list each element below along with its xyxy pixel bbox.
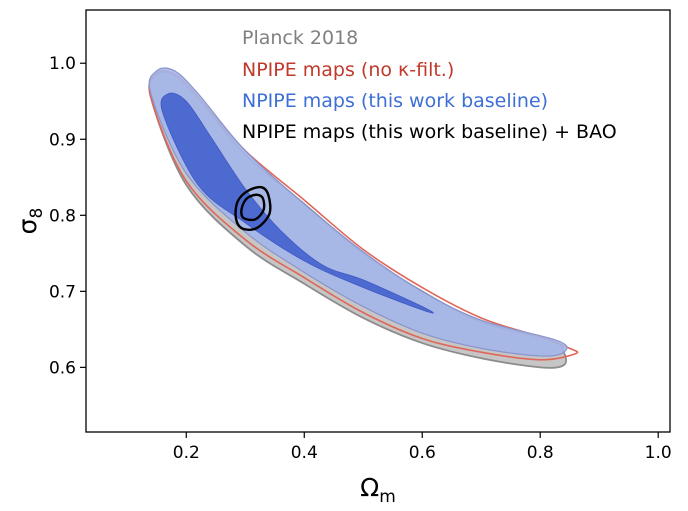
x-tick-label: 0.8 <box>527 443 554 463</box>
legend-label-npipe-baseline-bao: NPIPE maps (this work baseline) + BAO <box>242 121 617 143</box>
legend-label-planck-2018: Planck 2018 <box>242 27 358 49</box>
x-tick-label: 1.0 <box>645 443 672 463</box>
y-tick-label: 0.7 <box>49 282 76 302</box>
x-tick-label: 0.6 <box>409 443 436 463</box>
legend-label-npipe-no-kfilt: NPIPE maps (no κ-filt.) <box>242 59 454 81</box>
x-tick-label: 0.4 <box>291 443 318 463</box>
x-axis-subscript: m <box>379 487 396 507</box>
x-axis-label: Ωm <box>360 473 396 507</box>
axis-ticks: 0.2 0.4 0.6 0.8 1.0 0.6 0.7 0.8 0.9 1.0 <box>49 54 672 463</box>
x-axis-symbol: Ω <box>360 473 379 502</box>
y-axis-label: σ8 <box>13 208 47 235</box>
y-tick-label: 1.0 <box>49 54 76 74</box>
contour-layer <box>148 67 579 369</box>
y-tick-label: 0.9 <box>49 130 76 150</box>
npipe-baseline-bao-contour-68 <box>240 193 266 222</box>
npipe-baseline-bao-contour-95 <box>234 185 272 231</box>
y-tick-label: 0.6 <box>49 358 76 378</box>
y-tick-label: 0.8 <box>49 206 76 226</box>
legend: Planck 2018 NPIPE maps (no κ-filt.) NPIP… <box>242 27 617 143</box>
plot-frame <box>85 9 671 433</box>
legend-label-npipe-baseline: NPIPE maps (this work baseline) <box>242 90 548 112</box>
x-tick-label: 0.2 <box>173 443 200 463</box>
y-axis-symbol: σ <box>13 218 42 234</box>
y-axis-subscript: 8 <box>27 208 47 219</box>
